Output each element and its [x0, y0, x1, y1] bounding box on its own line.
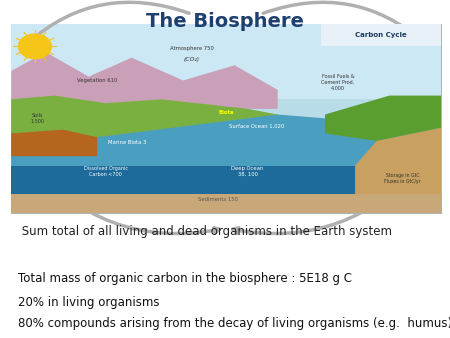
Polygon shape — [11, 130, 97, 156]
Text: Total mass of organic carbon in the biosphere : 5E18 g C: Total mass of organic carbon in the bios… — [18, 272, 352, 285]
Polygon shape — [11, 115, 441, 194]
Circle shape — [18, 34, 51, 59]
Text: Marine Biota 3: Marine Biota 3 — [108, 140, 146, 145]
Polygon shape — [11, 194, 441, 213]
Text: Deep Ocean
38, 100: Deep Ocean 38, 100 — [231, 166, 264, 177]
Text: Soils
1,500: Soils 1,500 — [30, 113, 44, 124]
Polygon shape — [11, 52, 278, 109]
Bar — [321, 24, 441, 46]
Polygon shape — [11, 166, 441, 194]
Polygon shape — [325, 96, 441, 141]
Text: (CO₂): (CO₂) — [184, 57, 200, 62]
Text: Sum total of all living and dead organisms in the Earth system: Sum total of all living and dead organis… — [18, 225, 392, 238]
Text: Fossil Fuels &
Cement Prod.
4,000: Fossil Fuels & Cement Prod. 4,000 — [321, 74, 355, 91]
Bar — [11, 24, 441, 213]
Text: Surface Ocean 1,020: Surface Ocean 1,020 — [229, 123, 284, 128]
Bar — [11, 24, 441, 99]
Text: Sediments 150: Sediments 150 — [198, 197, 238, 202]
Text: Vegetation 610: Vegetation 610 — [77, 78, 117, 83]
Text: Atmosphere 750: Atmosphere 750 — [170, 46, 214, 51]
Text: 80% compounds arising from the decay of living organisms (e.g.  humus): 80% compounds arising from the decay of … — [18, 317, 450, 330]
Polygon shape — [11, 96, 278, 137]
Text: 20% in living organisms: 20% in living organisms — [18, 296, 159, 309]
Text: Dissolved Organic
Carbon <700: Dissolved Organic Carbon <700 — [84, 166, 128, 177]
Text: The Biosphere: The Biosphere — [146, 12, 304, 31]
Text: Storage in GtC
Fluxes in GtC/yr: Storage in GtC Fluxes in GtC/yr — [384, 173, 421, 184]
Text: Carbon Cycle: Carbon Cycle — [355, 32, 407, 38]
Text: Biota: Biota — [218, 110, 234, 115]
Polygon shape — [355, 128, 441, 194]
